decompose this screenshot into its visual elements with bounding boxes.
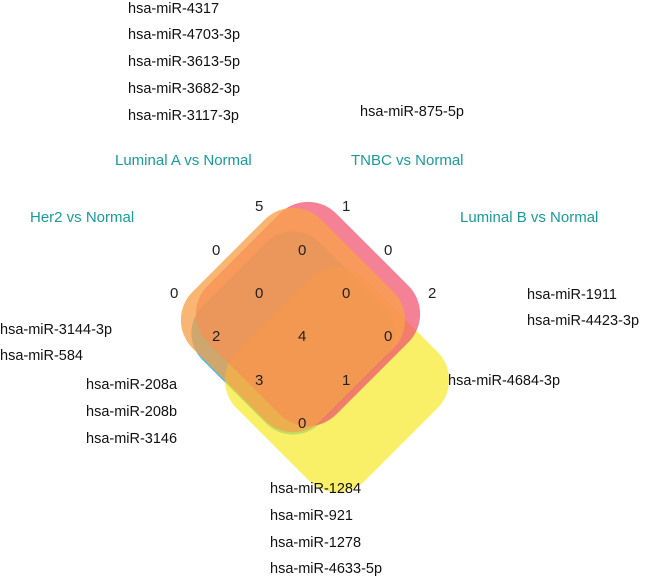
mirna-her2-luma-lumb-1: hsa-miR-4684-3p — [448, 373, 561, 389]
mirna-lumb-only-1: hsa-miR-1911 — [527, 287, 617, 303]
count-her2-only: 0 — [170, 285, 178, 302]
mirna-her2-tnbc-2: hsa-miR-584 — [0, 348, 83, 364]
mirna-luma-only-3: hsa-miR-3613-5p — [128, 54, 241, 70]
mirna-luma-only-5: hsa-miR-3117-3p — [128, 108, 239, 124]
count-her2-tnbc: 2 — [212, 328, 220, 345]
count-all-four: 4 — [298, 328, 306, 345]
set-label-lumb: Luminal B vs Normal — [460, 209, 598, 226]
count-luma-tnbc: 0 — [298, 242, 306, 259]
mirna-all-four-3: hsa-miR-1278 — [270, 535, 362, 551]
mirna-her2-tnbc-1: hsa-miR-3144-3p — [0, 322, 113, 338]
count-her2-lumb: 0 — [298, 415, 306, 432]
count-tnbc-lumb: 0 — [384, 242, 392, 259]
mirna-all-four-2: hsa-miR-921 — [270, 508, 353, 524]
mirna-tnbc-only-1: hsa-miR-875-5p — [360, 104, 464, 120]
mirna-luma-only-2: hsa-miR-4703-3p — [128, 27, 241, 43]
count-her2-luma-lumb: 1 — [342, 372, 350, 389]
count-tnbc-only: 1 — [342, 198, 350, 215]
mirna-her2-tnbc-lumb-3: hsa-miR-3146 — [86, 431, 178, 447]
set-label-tnbc: TNBC vs Normal — [351, 152, 464, 169]
count-her2-luma-tnbc: 0 — [255, 285, 263, 302]
count-luma-lumb: 0 — [384, 328, 392, 345]
set-label-luma: Luminal A vs Normal — [115, 152, 252, 169]
mirna-luma-only-4: hsa-miR-3682-3p — [128, 81, 241, 97]
count-lumb-only: 2 — [428, 285, 436, 302]
count-luma-tnbc-lumb: 0 — [342, 285, 350, 302]
count-her2-tnbc-lumb: 3 — [255, 372, 263, 389]
mirna-her2-tnbc-lumb-1: hsa-miR-208a — [86, 377, 178, 393]
set-label-her2: Her2 vs Normal — [30, 209, 134, 226]
count-her2-luma: 0 — [212, 242, 220, 259]
mirna-luma-only-1: hsa-miR-4317 — [128, 1, 220, 17]
mirna-all-four-1: hsa-miR-1284 — [270, 481, 362, 497]
set-shape-tnbc — [180, 207, 406, 433]
count-luma-only: 5 — [255, 198, 263, 215]
mirna-her2-tnbc-lumb-2: hsa-miR-208b — [86, 404, 178, 420]
mirna-all-four-4: hsa-miR-4633-5p — [270, 561, 383, 577]
mirna-lumb-only-2: hsa-miR-4423-3p — [527, 313, 640, 329]
